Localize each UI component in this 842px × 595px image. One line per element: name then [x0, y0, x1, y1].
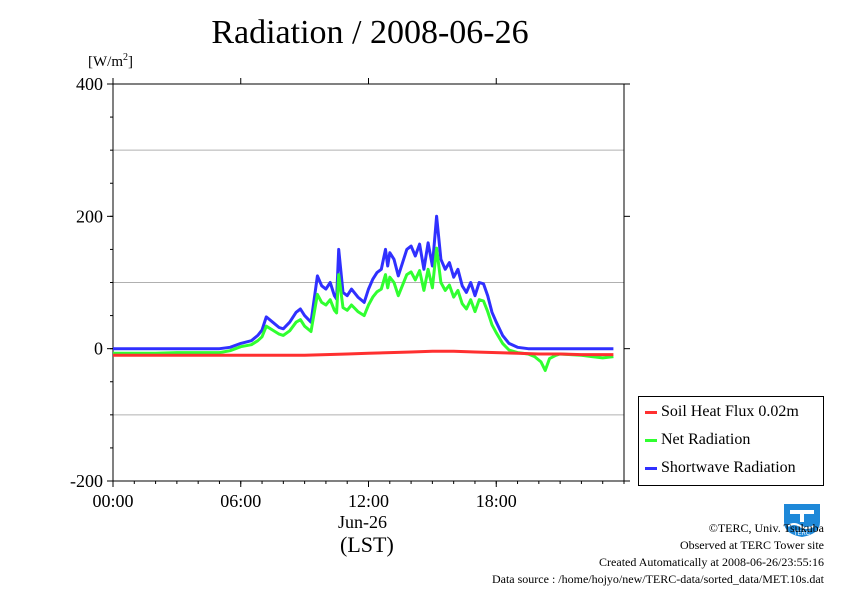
- legend-swatch-red: [645, 410, 657, 414]
- x-axis-label: (LST): [340, 532, 394, 557]
- credits: ©TERC, Univ. Tsukuba Observed at TERC To…: [492, 520, 824, 588]
- y-tick-label: 200: [76, 206, 103, 226]
- x-tick-label: 06:00: [220, 491, 261, 511]
- legend-label: Soil Heat Flux 0.02m: [661, 403, 799, 420]
- logo-text: TERC: [794, 531, 811, 537]
- series-line-shortwave-radiation: [113, 214, 614, 351]
- data-source-text: Data source : /home/hojyo/new/TERC-data/…: [491, 572, 824, 586]
- copyright-text: ©TERC, Univ. Tsukuba: [708, 521, 824, 535]
- terc-logo: TERC: [784, 504, 820, 537]
- legend-swatch-blue: [645, 466, 657, 470]
- x-tick-label: 00:00: [92, 491, 133, 511]
- logo-tower-shape: [790, 510, 814, 522]
- chart-title: Radiation / 2008-06-26: [211, 14, 529, 51]
- y-axis-unit: [W/m2]: [88, 52, 133, 70]
- legend-label: Shortwave Radiation: [661, 459, 796, 476]
- legend-label: Net Radiation: [661, 431, 751, 448]
- y-tick-label: 400: [76, 74, 103, 94]
- x-tick-label: 12:00: [348, 491, 389, 511]
- legend: Soil Heat Flux 0.02m Net Radiation Short…: [638, 396, 824, 486]
- legend-item-net-radiation: Net Radiation: [645, 431, 750, 451]
- series-line-soil-heat-flux-0-02m: [113, 349, 614, 357]
- created-text: Created Automatically at 2008-06-26/23:5…: [599, 555, 824, 569]
- x-tick-label: 18:00: [476, 491, 517, 511]
- x-axis-date: Jun-26: [338, 512, 387, 532]
- legend-item-soil-heat-flux: Soil Heat Flux 0.02m: [645, 403, 799, 423]
- observed-text: Observed at TERC Tower site: [679, 538, 824, 552]
- series-line-net-radiation: [113, 246, 614, 372]
- legend-swatch-green: [645, 438, 657, 442]
- logo-wave-shape: [787, 523, 815, 529]
- y-tick-label: -200: [70, 471, 103, 491]
- y-tick-label: 0: [94, 339, 103, 359]
- legend-item-shortwave-radiation: Shortwave Radiation: [645, 459, 796, 479]
